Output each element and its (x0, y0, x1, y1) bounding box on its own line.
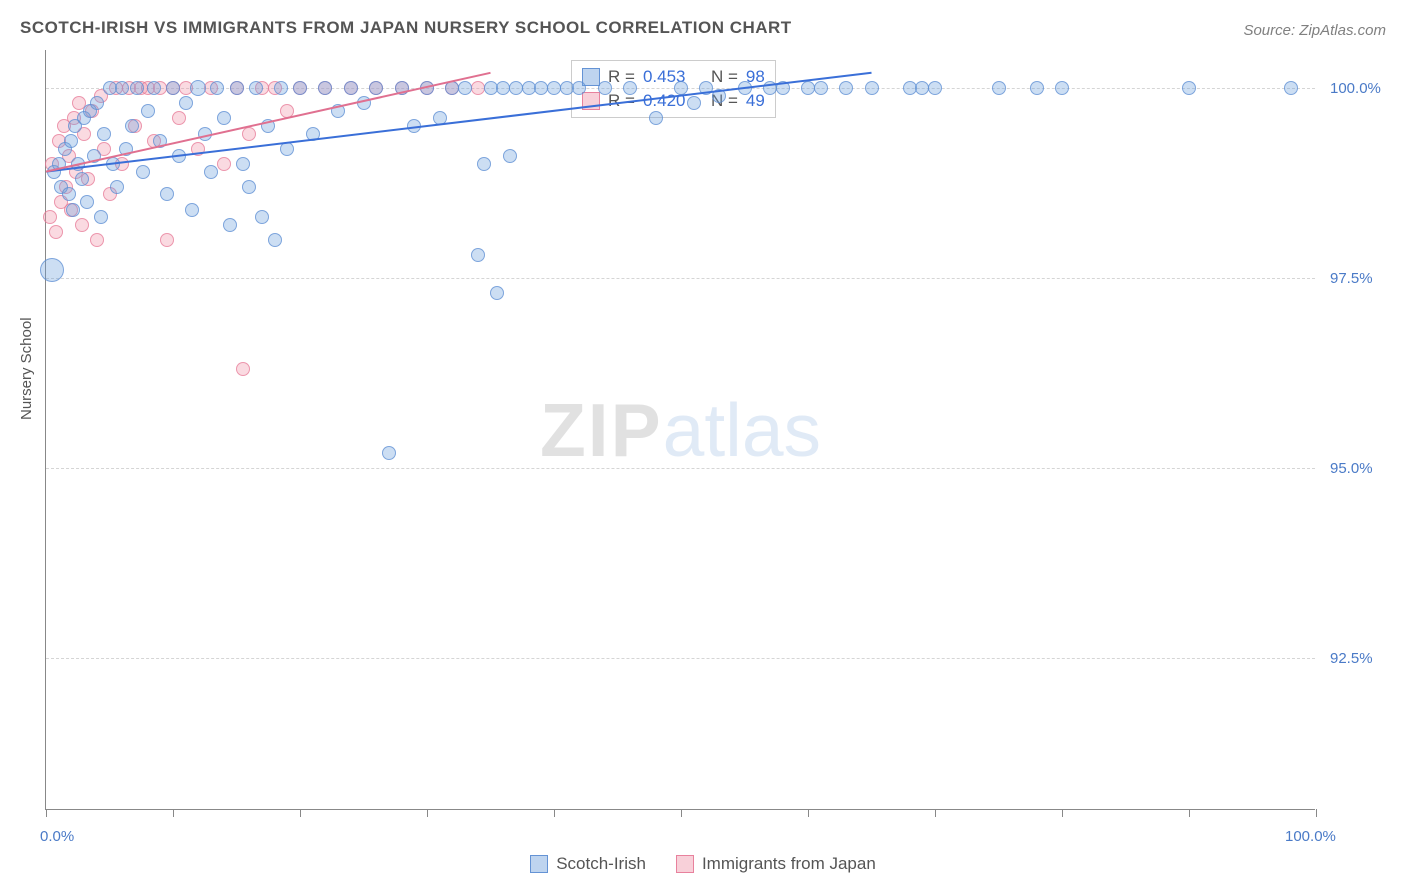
x-tick (427, 809, 428, 817)
x-tick (808, 809, 809, 817)
legend-label: Immigrants from Japan (702, 854, 876, 874)
y-tick-label: 100.0% (1330, 80, 1381, 97)
x-tick (681, 809, 682, 817)
legend-swatch (676, 855, 694, 873)
trend-line (46, 73, 491, 172)
y-tick-label: 95.0% (1330, 460, 1373, 477)
x-tick (46, 809, 47, 817)
x-tick (1189, 809, 1190, 817)
x-tick-label: 100.0% (1285, 828, 1336, 845)
y-tick-label: 97.5% (1330, 270, 1373, 287)
y-tick-label: 92.5% (1330, 650, 1373, 667)
legend-label: Scotch-Irish (556, 854, 646, 874)
y-axis-label: Nursery School (18, 317, 35, 420)
trendlines (46, 50, 1316, 810)
x-tick-label: 0.0% (40, 828, 74, 845)
legend-item: Scotch-Irish (530, 854, 646, 874)
legend-item: Immigrants from Japan (676, 854, 876, 874)
x-tick (554, 809, 555, 817)
chart-title: SCOTCH-IRISH VS IMMIGRANTS FROM JAPAN NU… (20, 18, 792, 38)
x-tick (1062, 809, 1063, 817)
x-tick (300, 809, 301, 817)
trend-line (46, 73, 872, 172)
x-tick (173, 809, 174, 817)
legend-swatch (530, 855, 548, 873)
x-tick (935, 809, 936, 817)
x-tick (1316, 809, 1317, 817)
bottom-legend: Scotch-Irish Immigrants from Japan (0, 854, 1406, 874)
source-label: Source: ZipAtlas.com (1243, 22, 1386, 39)
chart-plot-area: ZIPatlas R =0.453 N =98R =0.420 N =49 (45, 50, 1315, 810)
